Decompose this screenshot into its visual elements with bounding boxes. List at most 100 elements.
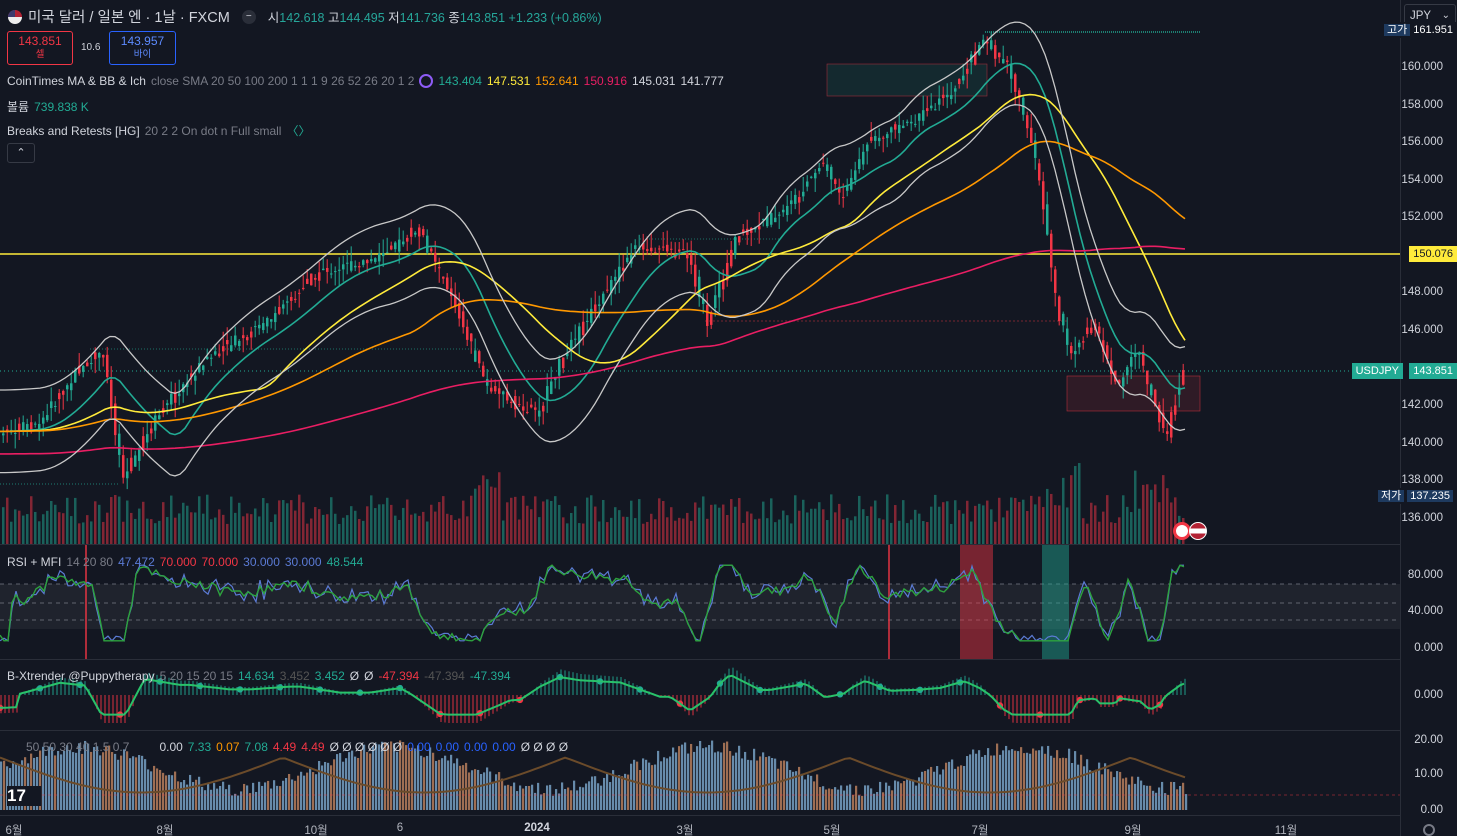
bottom-bar <box>45 755 48 810</box>
bx-histogram-bar <box>1180 681 1182 695</box>
volume-bar <box>558 504 561 544</box>
candle-body <box>130 457 133 472</box>
volume-bar <box>946 501 949 544</box>
bx-histogram-bar <box>1184 678 1186 695</box>
price-axis-label: 154.000 <box>1401 173 1443 186</box>
volume-bar <box>718 507 721 544</box>
volume-bar <box>378 504 381 544</box>
volume-bar <box>922 521 925 544</box>
bottom-bar <box>603 777 606 810</box>
refresh-icon[interactable] <box>419 74 434 88</box>
bottom-bar <box>858 795 861 810</box>
volume-bar <box>466 516 469 544</box>
collapse-legend-button[interactable]: ⌃ <box>7 143 35 163</box>
bx-histogram-bar <box>556 672 558 695</box>
bx-histogram-bar <box>384 688 386 695</box>
bx-histogram-bar <box>960 677 962 695</box>
candle-body <box>502 391 505 395</box>
bx-histogram-bar <box>196 681 198 695</box>
volume-bar <box>1070 475 1073 544</box>
volume-bar <box>470 495 473 544</box>
volume-bar <box>282 500 285 544</box>
candle-body <box>110 379 113 408</box>
bottom-bar <box>663 757 666 810</box>
tradingview-logo[interactable]: 17 <box>7 786 41 806</box>
volume-bar <box>626 516 629 544</box>
volume-bar <box>942 502 945 544</box>
bottom-bar <box>627 774 630 810</box>
candle-body <box>578 326 581 344</box>
price-chart[interactable] <box>0 0 1400 836</box>
rsi-legend[interactable]: RSI + MFI 14 20 80 47.472 70.000 70.000 … <box>7 555 364 569</box>
bottom-bar <box>687 753 690 810</box>
volume-bar <box>670 507 673 544</box>
bottom-bar <box>267 780 270 810</box>
volume-bar <box>334 513 337 544</box>
bx-histogram-bar <box>304 683 306 695</box>
candle-body <box>346 262 349 264</box>
ma-legend[interactable]: CoinTimes MA & BB & Ich close SMA 20 50 … <box>7 74 724 88</box>
bottom-bar <box>480 774 483 810</box>
bx-histogram-bar <box>52 680 54 695</box>
volume-bar <box>82 522 85 544</box>
bottom-bar <box>477 769 480 810</box>
time-axis-label: 8월 <box>156 825 174 836</box>
volume-bar <box>1006 510 1009 544</box>
volume-bar <box>142 501 145 544</box>
candle-body <box>218 353 221 357</box>
bottom-bar <box>639 770 642 810</box>
bx-legend[interactable]: B-Xtrender @Puppytherapy 5 20 15 20 15 1… <box>7 669 511 683</box>
bx-line <box>0 674 1185 716</box>
candle-body <box>470 333 473 342</box>
candle-body <box>526 411 529 413</box>
volume-legend[interactable]: 볼륨 739.838 K <box>7 99 89 115</box>
collapse-icon[interactable]: − <box>241 9 256 24</box>
bottom-bar <box>1176 789 1179 810</box>
candle-body <box>866 144 869 152</box>
volume-bar <box>78 523 81 544</box>
candle-body <box>170 393 173 405</box>
pane-divider[interactable] <box>0 659 1400 660</box>
bottom-legend[interactable]: 50 50 30 40 1.5 0.7 0.00 7.33 0.07 7.08 … <box>26 740 569 754</box>
volume-bar <box>1010 497 1013 544</box>
bx-histogram-bar <box>480 695 482 721</box>
candle-body <box>1026 115 1029 129</box>
bottom-bar <box>789 770 792 810</box>
volume-bar <box>258 516 261 544</box>
bottom-bar <box>183 779 186 810</box>
volume-bar <box>42 514 45 544</box>
pane-divider[interactable] <box>0 544 1400 545</box>
bx-histogram-bar <box>248 687 250 695</box>
bottom-bar <box>105 746 108 810</box>
bx-histogram-bar <box>720 678 722 695</box>
settings-icon[interactable] <box>1423 824 1435 836</box>
candle-body <box>202 365 205 370</box>
bottom-bar <box>825 789 828 810</box>
code-icon[interactable]: 〈〉 <box>286 124 311 138</box>
bx-histogram-bar <box>972 680 974 695</box>
price-axis[interactable] <box>1400 0 1457 836</box>
bx-histogram-bar <box>76 679 78 695</box>
symbol-title[interactable]: 미국 달러 / 일본 엔 · 1날 · FXCM <box>28 10 230 26</box>
bottom-bar <box>921 771 924 810</box>
candle-body <box>614 276 617 281</box>
breaks-legend[interactable]: Breaks and Retests [HG] 20 2 2 On dot n … <box>7 123 311 139</box>
sell-button[interactable]: 143.851 셀 <box>7 31 73 65</box>
us-flag-icon[interactable] <box>1189 522 1207 540</box>
bottom-bar <box>429 747 432 810</box>
buy-button[interactable]: 143.957 바이 <box>109 31 176 65</box>
volume-bar <box>610 517 613 544</box>
pane-divider[interactable] <box>0 730 1400 731</box>
bottom-bar <box>984 755 987 810</box>
volume-bar <box>458 518 461 544</box>
volume-bar <box>554 496 557 544</box>
volume-bar <box>582 523 585 544</box>
candle-body <box>938 98 941 105</box>
candle-body <box>758 226 761 230</box>
bottom-bar <box>699 740 702 810</box>
bottom-bar <box>201 786 204 810</box>
bottom-bar <box>963 766 966 810</box>
bottom-bar <box>171 775 174 810</box>
price-axis-label: 152.000 <box>1401 211 1443 224</box>
bottom-bar <box>1110 771 1113 810</box>
